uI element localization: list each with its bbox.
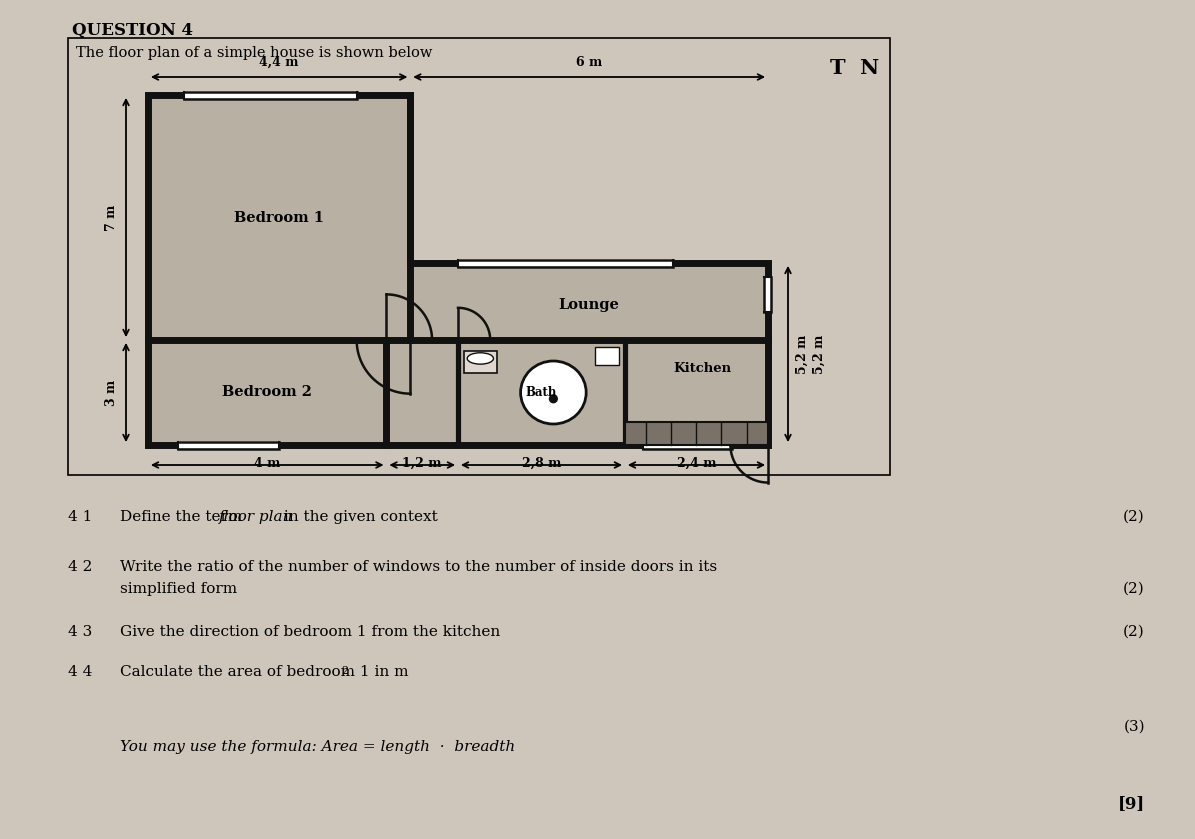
Text: You may use the formula: Area = length  ·  breadth: You may use the formula: Area = length ·… [120, 740, 515, 754]
Bar [595, 347, 619, 364]
Text: 2,4 m: 2,4 m [676, 457, 716, 470]
Ellipse shape [467, 352, 494, 364]
Text: 6 m: 6 m [576, 56, 602, 69]
Text: (2): (2) [1123, 625, 1145, 639]
Text: in the given context: in the given context [280, 510, 437, 524]
Ellipse shape [521, 361, 587, 424]
Text: (3): (3) [1123, 720, 1145, 734]
Text: 4 2: 4 2 [68, 560, 92, 574]
Text: 4 m: 4 m [255, 457, 281, 470]
Text: QUESTION 4: QUESTION 4 [72, 22, 194, 39]
Text: 2,8 m: 2,8 m [522, 457, 562, 470]
Text: Define the term: Define the term [120, 510, 247, 524]
Text: 3 m: 3 m [105, 379, 118, 405]
Text: 4 3: 4 3 [68, 625, 92, 639]
Bar [464, 351, 497, 373]
Text: floor plan: floor plan [219, 510, 294, 524]
Text: 5,2 m: 5,2 m [796, 334, 809, 373]
Text: 1,2 m: 1,2 m [403, 457, 442, 470]
Text: 7 m: 7 m [105, 205, 118, 231]
Text: Bedroom 1: Bedroom 1 [234, 211, 324, 225]
Polygon shape [148, 95, 768, 445]
Text: (2): (2) [1123, 510, 1145, 524]
Bar [68, 38, 890, 475]
Circle shape [549, 394, 558, 404]
Text: [9]: [9] [1117, 795, 1145, 812]
Text: 2: 2 [342, 666, 349, 676]
Text: The floor plan of a simple house is shown below: The floor plan of a simple house is show… [76, 46, 433, 60]
Text: Kitchen: Kitchen [673, 362, 731, 374]
Text: (2): (2) [1123, 582, 1145, 596]
Text: Give the direction of bedroom 1 from the kitchen: Give the direction of bedroom 1 from the… [120, 625, 501, 639]
Text: Bedroom 2: Bedroom 2 [222, 385, 312, 399]
Text: T  N: T N [831, 58, 880, 78]
Text: 4,4 m: 4,4 m [259, 56, 299, 69]
Text: Write the ratio of the number of windows to the number of inside doors in its: Write the ratio of the number of windows… [120, 560, 717, 574]
Text: Bath: Bath [526, 386, 557, 399]
Text: 5,2 m: 5,2 m [813, 334, 826, 373]
Text: 4 1: 4 1 [68, 510, 92, 524]
Text: simplified form: simplified form [120, 582, 237, 596]
Text: Calculate the area of bedroom 1 in m: Calculate the area of bedroom 1 in m [120, 665, 409, 679]
Bar [625, 422, 768, 445]
Text: Lounge: Lounge [559, 298, 619, 312]
Text: 4 4: 4 4 [68, 665, 92, 679]
